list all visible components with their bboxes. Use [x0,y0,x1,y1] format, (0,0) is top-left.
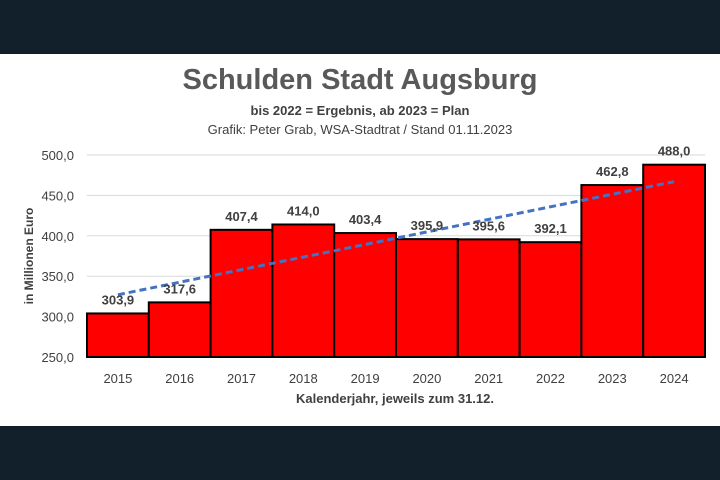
chart-subtitle: bis 2022 = Ergebnis, ab 2023 = Plan [250,103,470,118]
x-tick-labels: 2015 2016 2017 2018 2019 2020 2021 2022 2023 2024 [103,371,688,386]
bar-2022 [518,241,583,358]
bar-2017 [209,228,274,358]
x-tick-label: 2024 [660,371,689,386]
chart-credit: Grafik: Peter Grab, WSA-Stadtrat / Stand… [207,122,513,137]
trendline-group [117,180,675,297]
x-tick-label: 2016 [165,371,194,386]
x-tick-label: 2017 [227,371,256,386]
value-labels: 303,9 317,6 407,4 414,0 403,4 395,9 395,6 392,1… [102,144,691,308]
bar-2021 [456,238,521,358]
value-label-2020: 395,9 [411,218,444,233]
x-tick-label: 2019 [351,371,380,386]
value-label-2018: 414,0 [287,203,320,218]
y-tick-label: 500,0 [41,148,74,163]
x-tick-label: 2022 [536,371,565,386]
value-label-2022: 392,1 [534,221,567,236]
value-label-2015: 303,9 [102,292,135,307]
y-axis-label: in Millionen Euro [22,208,36,305]
y-tick-label: 250,0 [41,350,74,365]
trendline [117,180,675,297]
y-tick-label: 300,0 [41,310,74,325]
x-tick-label: 2023 [598,371,627,386]
value-label-2017: 407,4 [225,209,258,224]
bar-2016 [147,301,212,359]
value-label-2023: 462,8 [596,164,629,179]
x-tick-label: 2020 [412,371,441,386]
x-axis-label: Kalenderjahr, jeweils zum 31.12. [296,391,494,406]
bar-2023 [580,184,645,358]
bar-2015 [86,312,150,358]
y-tick-label: 400,0 [41,229,74,244]
y-tick-label: 350,0 [41,269,74,284]
chart-title: Schulden Stadt Augsburg [182,64,538,96]
x-tick-label: 2018 [289,371,318,386]
x-tick-label: 2021 [474,371,503,386]
bar-2020 [395,238,459,358]
value-label-2024: 488,0 [658,144,691,159]
x-tick-label: 2015 [103,371,132,386]
y-tick-labels: 250,0 300,0 350,0 400,0 450,0 500,0 [41,148,74,365]
bar-2019 [333,232,398,358]
value-label-2021: 395,6 [472,218,505,233]
bars [86,163,707,359]
bar-2024 [642,163,707,358]
value-label-2016: 317,6 [163,281,196,296]
y-tick-label: 450,0 [41,188,74,203]
value-label-2019: 403,4 [349,212,382,227]
bar-2018 [271,223,336,358]
